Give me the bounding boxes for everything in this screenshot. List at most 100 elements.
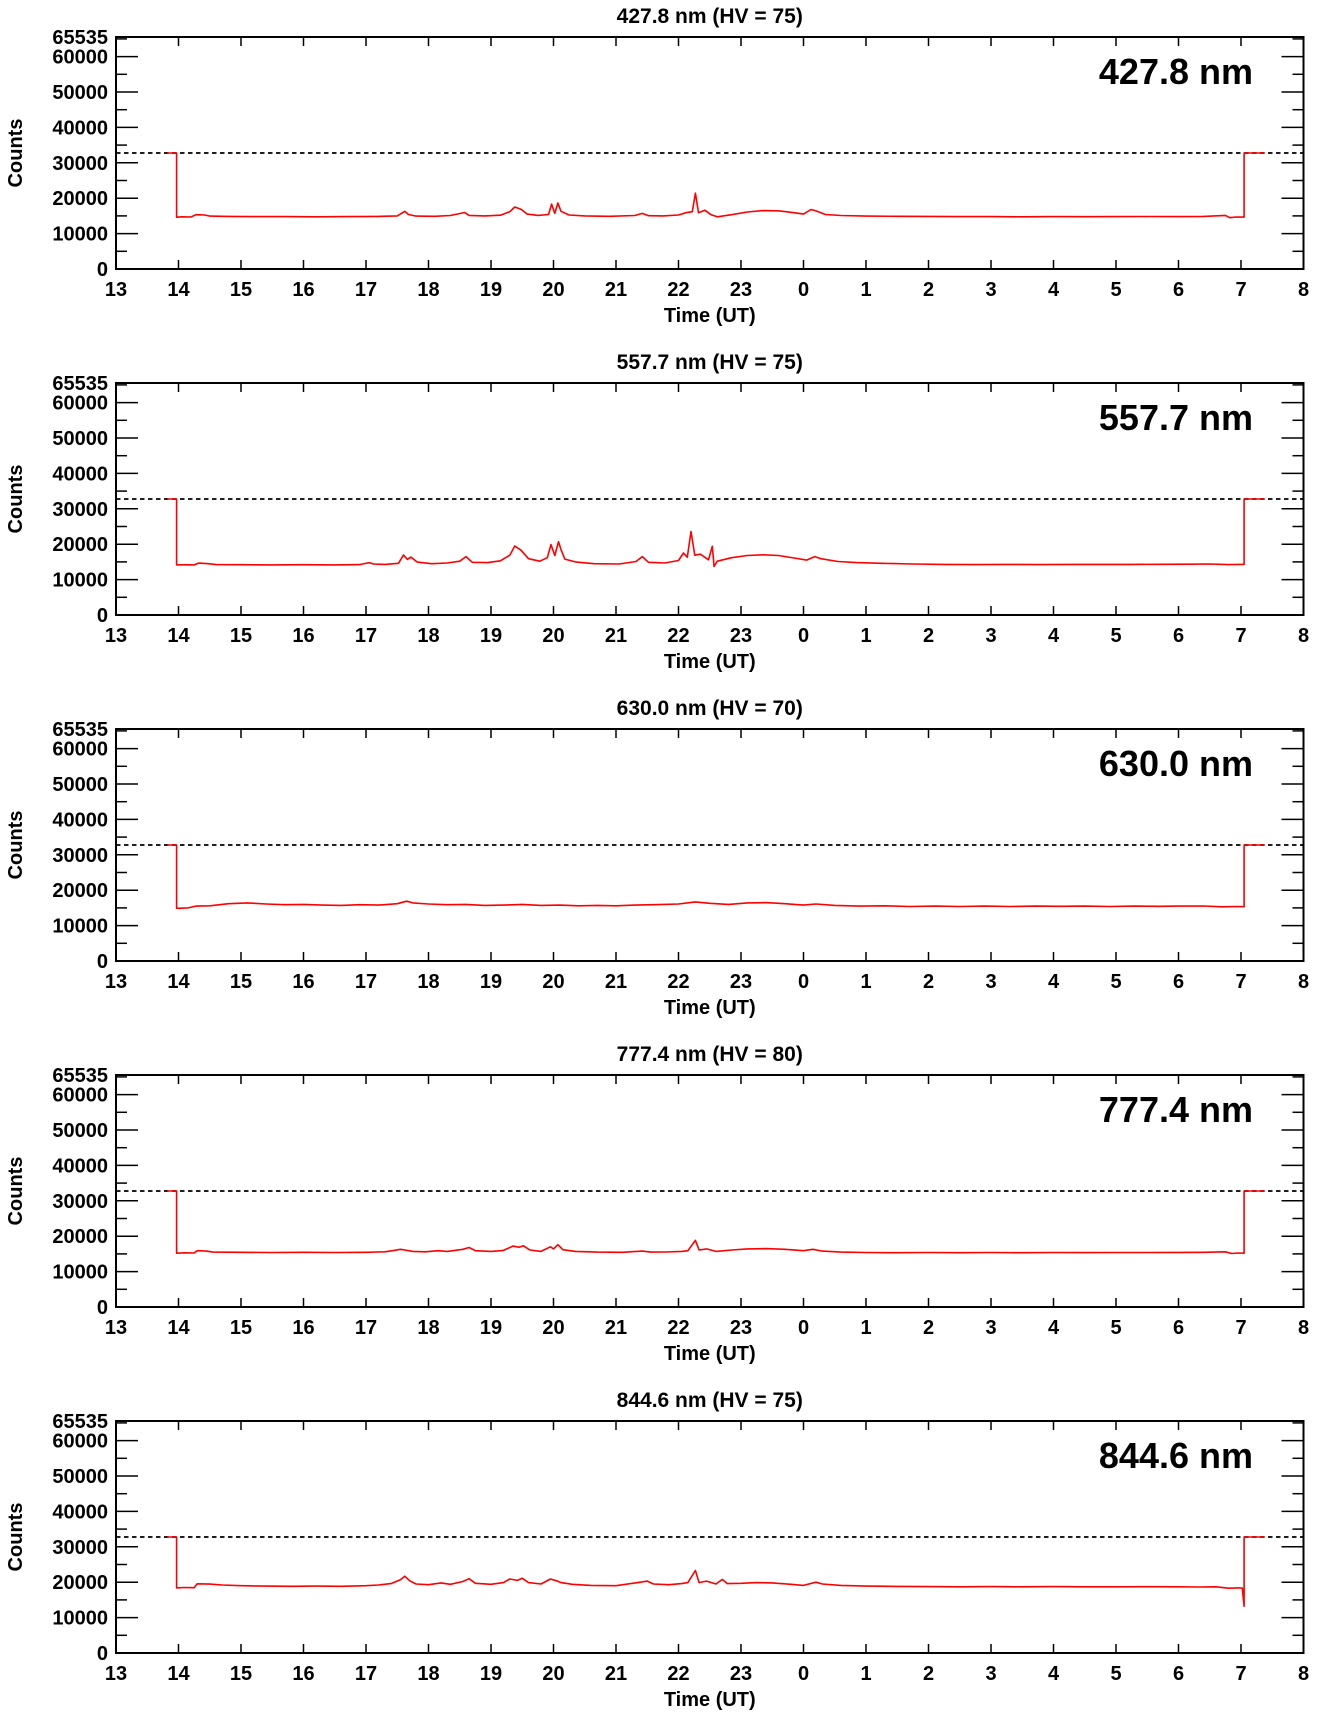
x-tick-label: 7 <box>1235 625 1246 647</box>
x-tick-label: 3 <box>985 1317 996 1339</box>
x-tick-label: 17 <box>355 1317 377 1339</box>
x-tick-label: 6 <box>1173 1663 1184 1685</box>
y-tick-label: 30000 <box>52 499 108 521</box>
x-tick-label: 5 <box>1110 279 1121 301</box>
y-tick-label: 20000 <box>52 880 108 902</box>
x-tick-label: 17 <box>355 1663 377 1685</box>
x-tick-label: 18 <box>417 279 439 301</box>
y-tick-label: 40000 <box>52 1155 108 1177</box>
chart-title: 844.6 nm (HV = 75) <box>617 1389 803 1412</box>
x-tick-label: 8 <box>1298 1663 1309 1685</box>
wavelength-corner-label: 557.7 nm <box>1099 397 1253 438</box>
x-tick-label: 7 <box>1235 971 1246 993</box>
x-tick-label: 20 <box>542 1317 564 1339</box>
x-tick-label: 2 <box>923 1317 934 1339</box>
x-tick-label: 17 <box>355 279 377 301</box>
x-tick-label: 7 <box>1235 1663 1246 1685</box>
x-tick-label: 17 <box>355 971 377 993</box>
y-tick-label: 0 <box>97 1297 108 1319</box>
y-axis-label: Counts <box>5 465 27 534</box>
y-tick-label: 60000 <box>52 1085 108 1107</box>
chart-427.8nm-figure: 427.8 nm (HV = 75)13 14 15 16 17 18 19 20 21 22 23… <box>5 5 1309 327</box>
x-tick-label: 22 <box>667 1317 689 1339</box>
y-tick-label: 0 <box>97 951 108 973</box>
x-tick-label: 5 <box>1110 625 1121 647</box>
y-tick-label: 20000 <box>52 1572 108 1594</box>
y-tick-label: 50000 <box>52 82 108 104</box>
x-tick-label: 7 <box>1235 1317 1246 1339</box>
x-tick-label: 2 <box>923 971 934 993</box>
x-tick-label: 13 <box>105 279 127 301</box>
x-tick-label: 8 <box>1298 279 1309 301</box>
x-tick-label: 20 <box>542 1663 564 1685</box>
x-tick-label: 21 <box>605 1317 627 1339</box>
y-tick-label: 60000 <box>52 739 108 761</box>
chart-panel-427.8nm: 427.8 nm (HV = 75) 13 14 15 16 17 18 19 20 21 22 23… <box>0 0 1336 346</box>
y-tick-label: 65535 <box>52 1065 108 1087</box>
y-tick-label: 30000 <box>52 1537 108 1559</box>
x-axis-label: Time (UT) <box>664 997 756 1019</box>
x-tick-label: 22 <box>667 1663 689 1685</box>
x-tick-label: 6 <box>1173 625 1184 647</box>
counts-trace <box>167 1190 1265 1255</box>
x-tick-label: 21 <box>605 971 627 993</box>
x-tick-label: 14 <box>167 971 190 993</box>
x-tick-label: 4 <box>1048 1663 1060 1685</box>
y-tick-label: 20000 <box>52 534 108 556</box>
x-tick-label: 1 <box>860 971 871 993</box>
y-axis-label: Counts <box>5 1157 27 1226</box>
x-tick-label: 15 <box>230 1317 252 1339</box>
x-tick-label: 6 <box>1173 279 1184 301</box>
wavelength-corner-label: 844.6 nm <box>1099 1435 1253 1476</box>
x-tick-label: 17 <box>355 625 377 647</box>
x-tick-label: 0 <box>798 1317 809 1339</box>
y-tick-label: 50000 <box>52 774 108 796</box>
x-tick-label: 8 <box>1298 1317 1309 1339</box>
y-tick-label: 30000 <box>52 153 108 175</box>
wavelength-corner-label: 777.4 nm <box>1099 1089 1253 1130</box>
x-tick-label: 3 <box>985 971 996 993</box>
x-tick-label: 13 <box>105 1663 127 1685</box>
y-tick-label: 0 <box>97 259 108 281</box>
y-tick-label: 20000 <box>52 1226 108 1248</box>
chart-panel-777.4nm: 777.4 nm (HV = 80) 13 14 15 16 17 18 19 20 21 22 23… <box>0 1038 1336 1384</box>
y-tick-label: 60000 <box>52 47 108 69</box>
x-tick-label: 5 <box>1110 971 1121 993</box>
x-tick-label: 22 <box>667 625 689 647</box>
x-tick-label: 23 <box>730 279 752 301</box>
x-tick-label: 13 <box>105 1317 127 1339</box>
counts-trace <box>167 844 1265 910</box>
x-tick-label: 3 <box>985 279 996 301</box>
x-tick-label: 8 <box>1298 971 1309 993</box>
x-tick-label: 15 <box>230 625 252 647</box>
x-tick-label: 13 <box>105 971 127 993</box>
y-tick-label: 60000 <box>52 393 108 415</box>
chart-title: 427.8 nm (HV = 75) <box>617 5 803 28</box>
x-tick-label: 0 <box>798 971 809 993</box>
x-tick-label: 22 <box>667 971 689 993</box>
x-tick-label: 16 <box>292 625 314 647</box>
wavelength-corner-label: 630.0 nm <box>1099 743 1253 784</box>
x-tick-label: 18 <box>417 1317 439 1339</box>
x-tick-label: 1 <box>860 279 871 301</box>
y-tick-label: 50000 <box>52 1120 108 1142</box>
x-tick-label: 3 <box>985 1663 996 1685</box>
x-tick-label: 4 <box>1048 279 1060 301</box>
x-tick-label: 21 <box>605 279 627 301</box>
x-tick-label: 18 <box>417 625 439 647</box>
y-tick-label: 30000 <box>52 1191 108 1213</box>
x-tick-label: 7 <box>1235 279 1246 301</box>
chart-630.0nm-figure: 630.0 nm (HV = 70)13 14 15 16 17 18 19 20 21 22 23… <box>5 697 1309 1019</box>
x-tick-label: 6 <box>1173 971 1184 993</box>
y-tick-label: 40000 <box>52 1501 108 1523</box>
x-tick-label: 19 <box>480 1317 502 1339</box>
y-tick-label: 20000 <box>52 188 108 210</box>
x-tick-label: 18 <box>417 1663 439 1685</box>
wavelength-corner-label: 427.8 nm <box>1099 51 1253 92</box>
x-tick-label: 14 <box>167 625 190 647</box>
y-tick-label: 10000 <box>52 916 108 938</box>
chart-844.6nm-figure: 844.6 nm (HV = 75)13 14 15 16 17 18 19 20 21 22 23… <box>5 1389 1309 1711</box>
chart-panel-630.0nm: 630.0 nm (HV = 70) 13 14 15 16 17 18 19 20 21 22 23… <box>0 692 1336 1038</box>
chart-title: 557.7 nm (HV = 75) <box>617 351 803 374</box>
